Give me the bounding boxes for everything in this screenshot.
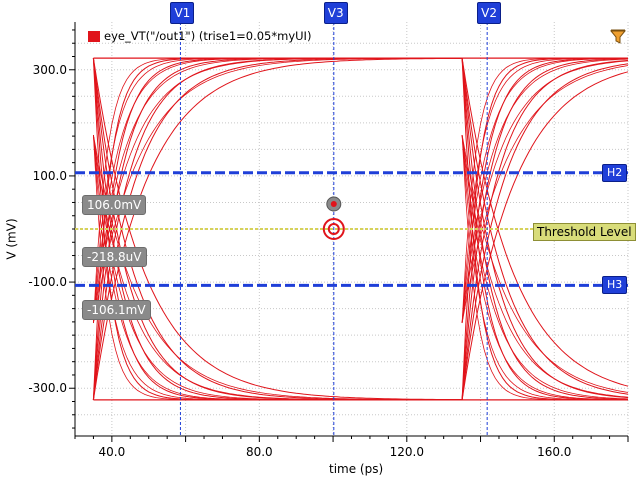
eye-partial-rise-trace — [461, 60, 629, 324]
eye-rise-trace — [461, 58, 629, 400]
legend-swatch — [88, 31, 100, 42]
eye-partial-fall-trace — [461, 134, 629, 393]
eye-partial-rise-trace — [461, 58, 629, 324]
eye-fall-trace — [92, 58, 463, 401]
eye-partial-fall-trace — [461, 134, 628, 401]
x-tick-label: 40.0 — [99, 445, 126, 459]
y-tick-label: 300.0 — [33, 63, 67, 77]
threshold-readout: -218.8uV — [82, 247, 147, 267]
x-tick-label: 160.0 — [537, 445, 571, 459]
y-tick-label: -300.0 — [28, 381, 67, 395]
h3-marker-label[interactable]: H3 — [602, 276, 628, 295]
legend-label: eye_VT("/out1") (trise1=0.05*myUI) — [104, 29, 312, 43]
threshold-crosshair-inner — [327, 223, 340, 235]
eye-partial-fall-trace — [461, 134, 629, 400]
marker-handle-dot — [330, 201, 337, 207]
threshold-crosshair-icon[interactable] — [322, 218, 345, 240]
v2-marker-label[interactable]: V2 — [477, 2, 501, 24]
eye-fall-trace — [461, 58, 629, 400]
v1-marker-label[interactable]: V1 — [170, 2, 195, 24]
h2-readout: 106.0mV — [82, 195, 147, 215]
filter-icon[interactable] — [609, 28, 627, 46]
v3-marker-label[interactable]: V3 — [323, 2, 348, 24]
x-tick-label: 80.0 — [246, 445, 273, 459]
eye-partial-rise-trace — [461, 65, 629, 324]
x-axis-title: time (ps) — [329, 462, 384, 476]
eye-partial-fall-trace — [461, 134, 629, 398]
eye-rise-trace — [461, 71, 629, 400]
x-tick-label: 120.0 — [390, 445, 424, 459]
y-axis-title: V (mV) — [4, 218, 19, 260]
y-tick-label: 100.0 — [33, 169, 67, 183]
eye-rise-trace — [461, 59, 629, 400]
eye-fall-trace — [461, 58, 629, 387]
eye-partial-rise-trace — [461, 57, 628, 324]
eye-fall-trace — [461, 58, 629, 399]
y-tick-label: -100.0 — [28, 275, 67, 289]
h2-marker-label[interactable]: H2 — [602, 163, 628, 182]
eye-rise-trace — [92, 57, 463, 400]
h3-readout: -106.1mV — [82, 300, 151, 320]
threshold-level-label[interactable]: Threshold Level — [533, 223, 636, 241]
